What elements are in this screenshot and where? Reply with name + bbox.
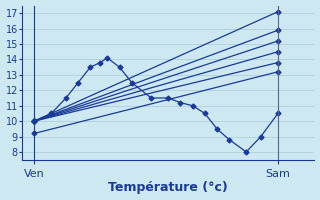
X-axis label: Température (°c): Température (°c) (108, 181, 228, 194)
